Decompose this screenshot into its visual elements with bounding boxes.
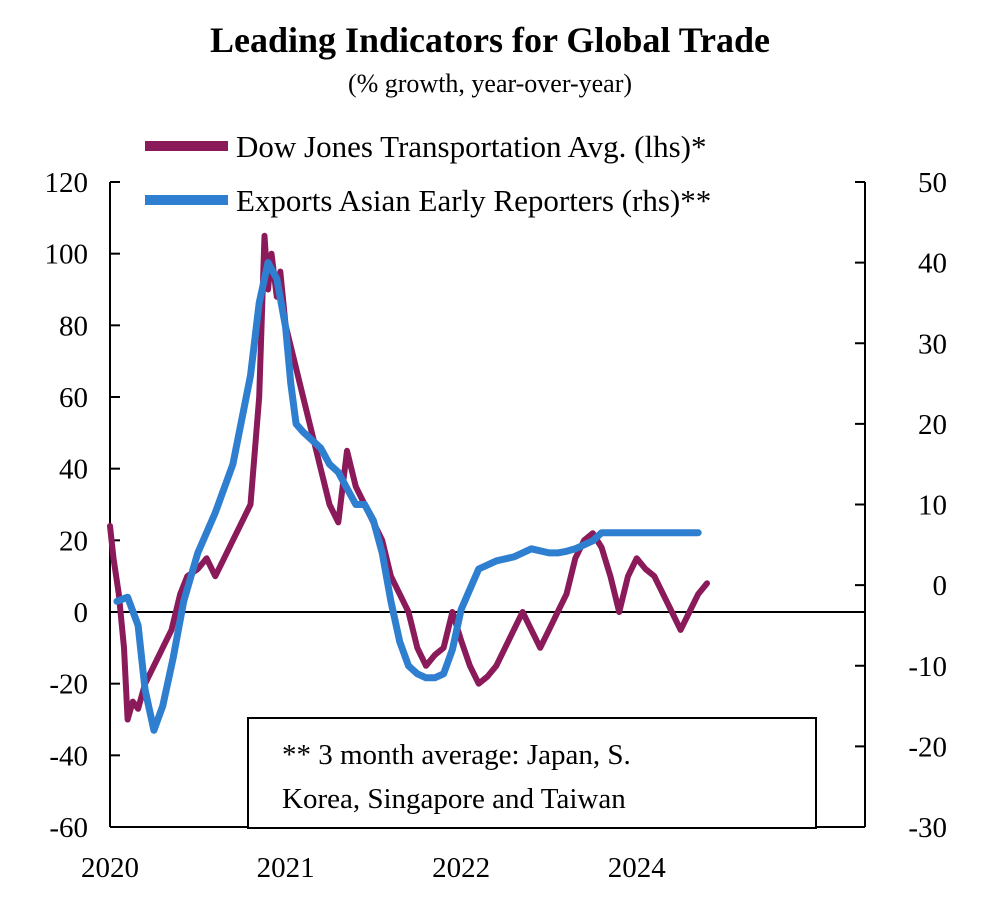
series-line-asian-exports [113, 259, 702, 734]
legend: Dow Jones Transportation Avg. (lhs)* Exp… [145, 129, 711, 218]
note-box-border [247, 717, 817, 829]
right-tick-label: -30 [908, 812, 947, 844]
legend-label-dow-jones: Dow Jones Transportation Avg. (lhs)* [236, 129, 706, 164]
right-tick-label: -10 [908, 651, 947, 683]
left-tick-label: 100 [45, 239, 89, 271]
x-tick-label: 2022 [432, 852, 490, 884]
chart-subtitle: (% growth, year-over-year) [348, 69, 632, 98]
left-tick-label: -20 [49, 669, 88, 701]
left-tick-label: 0 [74, 597, 89, 629]
left-tick-label: -60 [49, 812, 88, 844]
note-line-1: ** 3 month average: Japan, S. [282, 739, 631, 771]
series-line-dow-jones [107, 232, 710, 723]
note-line-2: Korea, Singapore and Taiwan [282, 783, 626, 815]
x-tick-label: 2021 [257, 852, 315, 884]
left-tick-label: 40 [59, 454, 88, 486]
x-tick-label: 2020 [81, 852, 139, 884]
right-tick-label: 0 [933, 570, 948, 602]
legend-label-asian-exports: Exports Asian Early Reporters (rhs)** [236, 183, 711, 218]
right-tick-label: 50 [918, 167, 947, 199]
left-tick-label: 80 [59, 310, 88, 342]
left-tick-label: -40 [49, 740, 88, 772]
note-box: ** 3 month average: Japan, S. Korea, Sin… [247, 717, 817, 829]
x-tick-label: 2024 [608, 852, 667, 884]
left-tick-label: 20 [59, 525, 88, 557]
right-tick-label: -20 [908, 731, 947, 763]
axes: 120100806040200-20-40-6050403020100-10-2… [45, 167, 948, 884]
left-tick-label: 60 [59, 382, 88, 414]
left-tick-label: 120 [45, 167, 89, 199]
series-layer [107, 232, 710, 734]
right-tick-label: 10 [918, 490, 947, 522]
right-tick-label: 30 [918, 328, 947, 360]
right-tick-label: 40 [918, 248, 947, 280]
right-tick-label: 20 [918, 409, 947, 441]
chart-title: Leading Indicators for Global Trade [210, 20, 770, 60]
